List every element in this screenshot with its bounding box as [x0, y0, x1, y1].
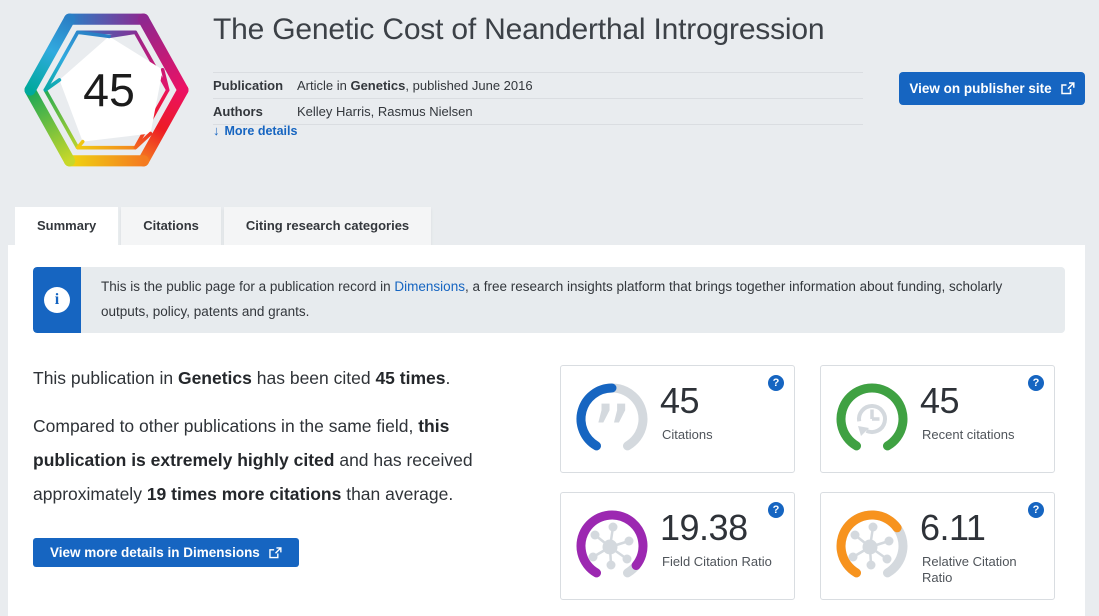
view-more-details-in-dimensions-button[interactable]: View more details in Dimensions: [33, 538, 299, 567]
publication-details-table: Publication Article in Genetics, publish…: [213, 72, 863, 125]
citations-help-icon[interactable]: ?: [768, 375, 784, 391]
relative-citation-ratio-label: Relative Citation Ratio: [922, 554, 1017, 585]
tab-summary[interactable]: Summary: [15, 207, 119, 247]
publisher-button-label: View on publisher site: [909, 81, 1052, 96]
field-citation-ratio-gauge-arc: [576, 510, 648, 578]
relative-citation-ratio-help-icon[interactable]: ?: [1028, 502, 1044, 518]
field-citation-ratio-label: Field Citation Ratio: [662, 554, 772, 569]
citations-gauge-arc: [576, 383, 617, 451]
field-citation-ratio-metric-card: 19.38 Field Citation Ratio ?: [560, 492, 795, 600]
citations-label: Citations: [662, 427, 713, 442]
recent-citations-gauge-arc: [836, 383, 908, 451]
recent-citations-gauge: [836, 383, 908, 451]
quote-icon: ”: [592, 390, 632, 457]
tab-citations[interactable]: Citations: [121, 207, 221, 245]
dimensions-citation-badge: 45: [24, 8, 189, 172]
more-details-label: More details: [224, 123, 298, 138]
network-icon: [848, 522, 894, 570]
summary-paragraph-1: This publication in Genetics has been ci…: [33, 368, 451, 388]
field-citation-ratio-gauge: [576, 510, 648, 578]
page-title: The Genetic Cost of Neanderthal Introgre…: [213, 13, 825, 46]
field-citation-ratio-value: 19.38: [660, 507, 748, 548]
summary-panel: i This is the public page for a publicat…: [8, 245, 1085, 616]
more-details-link[interactable]: ↓ More details: [213, 123, 297, 138]
dimensions-link[interactable]: Dimensions: [394, 279, 465, 294]
field-citation-ratio-help-icon[interactable]: ?: [768, 502, 784, 518]
recent-citations-metric-card: 45 Recent citations ?: [820, 365, 1055, 473]
publication-row-label: Publication: [213, 78, 284, 93]
badge-hexagon-graphic: 45: [24, 13, 189, 167]
info-icon-box: i: [33, 267, 81, 333]
authors-row-label: Authors: [213, 104, 263, 119]
tab-bar: Summary Citations Citing research catego…: [15, 207, 432, 247]
network-icon: [588, 522, 634, 570]
relative-citation-ratio-value: 6.11: [920, 507, 986, 548]
citation-summary-text: This publication in Genetics has been ci…: [33, 361, 515, 511]
publication-row-value: Article in Genetics, published June 2016: [297, 78, 533, 93]
view-on-publisher-site-button[interactable]: View on publisher site: [899, 72, 1085, 105]
citations-gauge: ”: [576, 383, 648, 457]
recent-citations-label: Recent citations: [922, 427, 1015, 442]
citations-value: 45: [660, 380, 700, 421]
info-banner: i This is the public page for a publicat…: [33, 267, 1065, 333]
publication-row: Publication Article in Genetics, publish…: [213, 72, 863, 98]
summary-paragraph-2: Compared to other publications in the sa…: [33, 416, 473, 504]
external-link-icon: [1060, 82, 1075, 95]
badge-count: 45: [83, 64, 135, 116]
relative-citation-ratio-gauge: [836, 510, 908, 578]
recent-citations-help-icon[interactable]: ?: [1028, 375, 1044, 391]
citations-metric-card: ” 45 Citations ?: [560, 365, 795, 473]
relative-citation-ratio-metric-card: 6.11 Relative Citation Ratio ?: [820, 492, 1055, 600]
history-icon: [857, 404, 887, 436]
arrow-down-icon: ↓: [213, 123, 220, 138]
info-icon: i: [44, 287, 70, 313]
authors-row: Authors Kelley Harris, Rasmus Nielsen: [213, 98, 863, 125]
external-link-icon: [269, 546, 282, 558]
relative-citation-ratio-gauge-arc: [836, 510, 902, 578]
dimensions-button-label: View more details in Dimensions: [50, 545, 260, 560]
authors-row-value: Kelley Harris, Rasmus Nielsen: [297, 104, 473, 119]
recent-citations-value: 45: [920, 380, 960, 421]
info-banner-text: This is the public page for a publicatio…: [101, 279, 1003, 319]
tab-citing-research-categories[interactable]: Citing research categories: [223, 207, 432, 245]
